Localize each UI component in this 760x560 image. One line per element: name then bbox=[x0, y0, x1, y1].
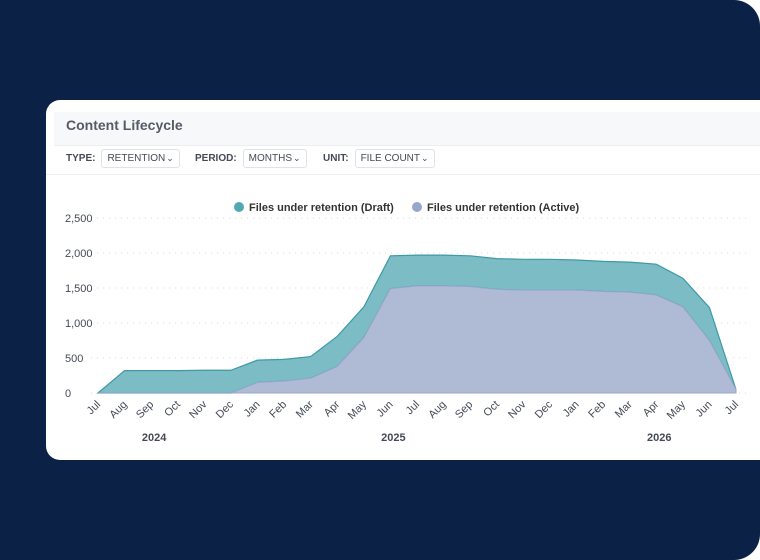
card-header: Content Lifecycle bbox=[54, 112, 760, 146]
x-tick-label: Jul bbox=[723, 399, 741, 417]
year-label: 2025 bbox=[381, 432, 405, 444]
series-area-active bbox=[98, 285, 737, 394]
x-tick-label: May bbox=[665, 398, 689, 422]
x-tick-label: May bbox=[346, 398, 370, 422]
x-tick-label: Apr bbox=[322, 398, 343, 419]
x-tick-label: Nov bbox=[506, 398, 529, 421]
period-select[interactable]: MONTHS⌄ bbox=[242, 149, 307, 168]
y-tick-label: 0 bbox=[65, 388, 71, 400]
x-tick-label: Feb bbox=[586, 399, 608, 421]
x-tick-label: Jun bbox=[694, 399, 715, 420]
unit-filter: UNIT: FILE COUNT⌄ bbox=[323, 149, 435, 168]
unit-select[interactable]: FILE COUNT⌄ bbox=[354, 149, 435, 168]
legend-marker bbox=[412, 202, 422, 212]
chart-card: Content Lifecycle TYPE: RETENTION⌄ PERIO… bbox=[46, 100, 760, 460]
x-tick-label: Oct bbox=[162, 399, 183, 420]
x-tick-label: Jun bbox=[375, 399, 396, 420]
legend-marker bbox=[234, 202, 244, 212]
type-value: RETENTION bbox=[107, 153, 166, 164]
x-tick-label: Jan bbox=[561, 399, 582, 420]
period-value: MONTHS bbox=[248, 153, 293, 164]
period-label: PERIOD: bbox=[195, 153, 237, 164]
type-label: TYPE: bbox=[66, 153, 96, 164]
y-tick-label: 500 bbox=[65, 353, 83, 365]
x-tick-label: Aug bbox=[107, 399, 129, 421]
x-tick-label: Oct bbox=[481, 399, 502, 420]
year-label: 2024 bbox=[142, 432, 167, 444]
x-tick-label: Mar bbox=[613, 398, 635, 420]
chevron-down-icon: ⌄ bbox=[293, 153, 301, 163]
x-tick-label: Apr bbox=[641, 398, 662, 419]
y-tick-label: 1,500 bbox=[65, 283, 93, 295]
legend-label: Files under retention (Draft) bbox=[249, 202, 394, 214]
x-tick-label: Aug bbox=[426, 399, 448, 421]
year-label: 2026 bbox=[647, 432, 671, 444]
legend-label: Files under retention (Active) bbox=[427, 202, 580, 214]
x-tick-label: Dec bbox=[533, 398, 556, 421]
page-title: Content Lifecycle bbox=[66, 117, 183, 133]
x-tick-label: Sep bbox=[453, 399, 475, 421]
chevron-down-icon: ⌄ bbox=[421, 153, 429, 163]
chevron-down-icon: ⌄ bbox=[166, 153, 174, 163]
type-filter: TYPE: RETENTION⌄ bbox=[66, 149, 180, 168]
filter-bar: TYPE: RETENTION⌄ PERIOD: MONTHS⌄ UNIT: F… bbox=[46, 146, 760, 175]
x-tick-label: Jan bbox=[242, 399, 263, 420]
y-tick-label: 1,000 bbox=[65, 318, 93, 330]
y-tick-label: 2,500 bbox=[65, 213, 93, 225]
period-filter: PERIOD: MONTHS⌄ bbox=[195, 149, 307, 168]
x-tick-label: Nov bbox=[187, 398, 210, 421]
y-tick-label: 2,000 bbox=[65, 248, 93, 260]
x-tick-label: Dec bbox=[214, 398, 237, 421]
x-tick-label: Sep bbox=[134, 399, 156, 421]
unit-value: FILE COUNT bbox=[360, 153, 421, 164]
x-tick-label: Feb bbox=[267, 399, 289, 421]
x-tick-label: Mar bbox=[294, 398, 316, 420]
x-tick-label: Jul bbox=[85, 399, 103, 417]
x-tick-label: Jul bbox=[404, 399, 422, 417]
type-select[interactable]: RETENTION⌄ bbox=[101, 149, 180, 168]
unit-label: UNIT: bbox=[323, 153, 349, 164]
